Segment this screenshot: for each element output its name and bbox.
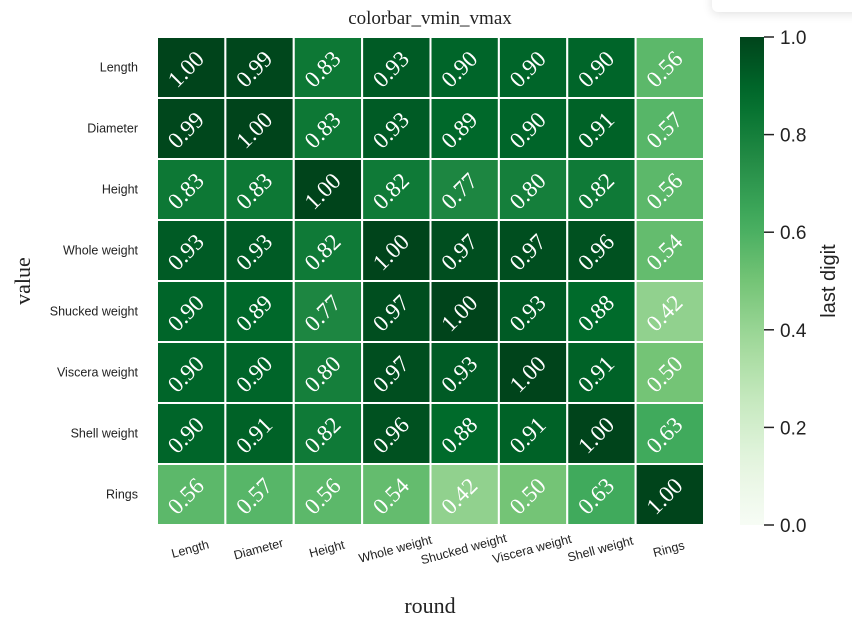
heatmap-cell — [566, 36, 637, 99]
heatmap-cell — [292, 280, 364, 343]
heatmap-cell — [156, 219, 227, 282]
y-axis-label: value — [10, 257, 35, 305]
heatmap-cell — [566, 158, 637, 221]
heatmap-cell — [634, 280, 705, 343]
heatmap-cell — [634, 219, 705, 282]
heatmap-cell — [361, 463, 432, 526]
heatmap-cell — [634, 158, 705, 221]
heatmap-cell — [566, 280, 637, 343]
heatmap-cell — [497, 36, 569, 99]
y-tick-label: Viscera weight — [57, 366, 139, 380]
heatmap-cell — [429, 402, 500, 465]
heatmap-cell — [634, 341, 705, 404]
heatmap-cell — [429, 463, 500, 526]
heatmap-cell — [429, 219, 500, 282]
y-tick-label: Height — [102, 183, 139, 197]
heatmap-cell — [634, 463, 705, 526]
heatmap-cell — [224, 219, 295, 282]
heatmap-cell — [361, 36, 432, 99]
y-tick-label: Shucked weight — [50, 305, 139, 319]
heatmap-cell — [224, 341, 295, 404]
y-tick-label: Shell weight — [71, 427, 139, 441]
chart-title: colorbar_vmin_vmax — [348, 8, 512, 29]
x-tick-label: Rings — [652, 538, 687, 560]
heatmap-cell — [156, 97, 227, 160]
x-tick-label: Diameter — [232, 536, 285, 563]
y-tick-label: Length — [100, 61, 138, 75]
window-shadow — [712, 0, 852, 12]
colorbar-tick-label: 1.0 — [780, 28, 806, 49]
heatmap-cell — [361, 219, 432, 282]
y-tick-label: Rings — [106, 488, 138, 502]
heatmap-cell — [497, 463, 569, 526]
heatmap-cell — [361, 402, 432, 465]
heatmap-cell — [156, 280, 227, 343]
heatmap-cell — [361, 341, 432, 404]
heatmap-cell — [224, 158, 295, 221]
y-tick-label: Whole weight — [63, 244, 139, 258]
heatmap-cell — [156, 463, 227, 526]
colorbar-tick-label: 0.8 — [780, 126, 806, 147]
colorbar-tick-label: 0.4 — [780, 321, 807, 342]
heatmap-cell — [634, 402, 705, 465]
colorbar-tick-label: 0.2 — [780, 418, 806, 439]
colorbar — [740, 37, 764, 525]
x-axis-label: round — [404, 593, 455, 618]
x-tick-label: Length — [170, 537, 211, 560]
heatmap-cell — [634, 36, 705, 99]
heatmap-cell — [634, 97, 705, 160]
y-tick-label: Diameter — [87, 122, 138, 136]
colorbar-tick-label: 0.0 — [780, 516, 806, 537]
heatmap-cell — [429, 97, 500, 160]
x-tick-label: Shell weight — [566, 534, 635, 565]
x-tick-label: Height — [308, 538, 347, 561]
heatmap-cell — [361, 97, 432, 160]
colorbar-tick-label: 0.6 — [780, 223, 806, 244]
heatmap-cell — [292, 36, 364, 99]
heatmap-cell — [156, 402, 227, 465]
heatmap-cell — [429, 36, 500, 99]
heatmap-cell — [497, 219, 569, 282]
heatmap-cell — [361, 280, 432, 343]
heatmap-cell — [429, 341, 500, 404]
heatmap-cell — [497, 280, 569, 343]
colorbar-label: last digit — [818, 244, 840, 318]
